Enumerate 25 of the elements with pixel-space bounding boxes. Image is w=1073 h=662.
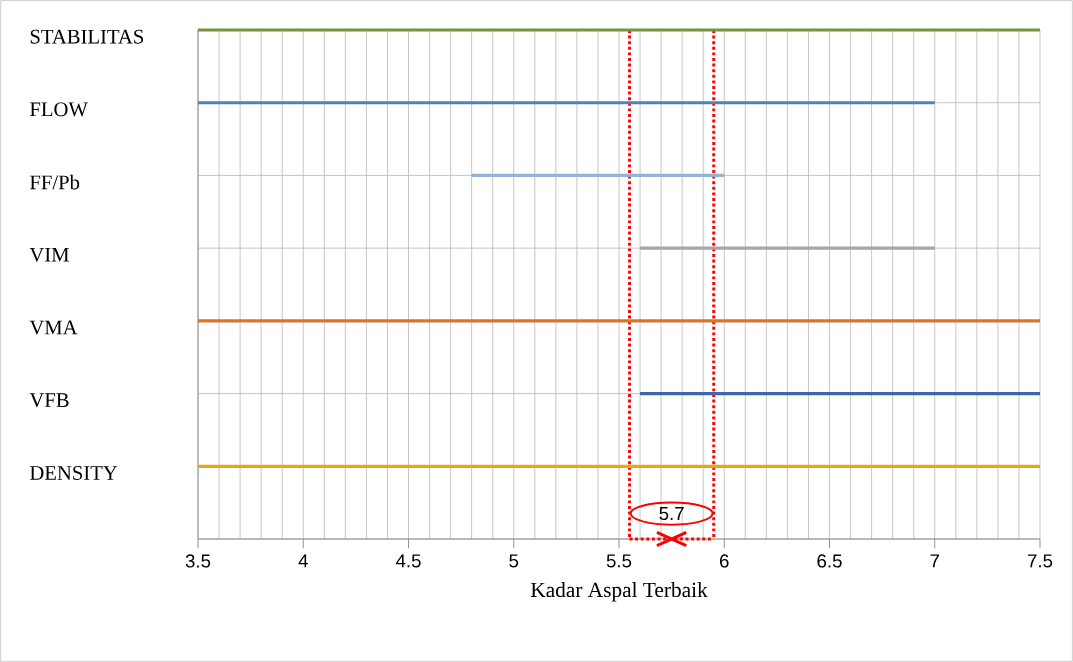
x-tick-label: 7.5 [1027,554,1053,568]
x-tick-label: 4.5 [395,554,421,568]
x-tick-label: 6.5 [817,554,842,568]
x-tick-label: 5 [509,554,519,568]
bar [471,173,725,178]
annotation: 5.7 [659,507,684,521]
x-tick-label: 7 [930,554,940,568]
y-tick-label: FF/Pb [29,174,80,190]
x-tick-label: 6 [720,554,729,568]
bar [640,246,935,250]
y-tick-label: FLOW [29,102,88,117]
x-axis-title: Kadar Aspal Terbaik [530,582,708,602]
bar [198,28,1040,32]
x-tick-label: 4 [298,554,308,568]
y-tick-label: VFB [29,393,69,408]
y-tick-label: VIM [29,247,69,262]
y-tick-label: DENSITY [29,466,118,480]
y-tick-label: VMA [29,320,78,335]
bar [198,464,1040,468]
bar [640,391,1040,396]
x-tick-label: 3.5 [185,554,211,568]
x-tick-label: 5.5 [606,554,632,568]
y-tick-label: STABILITAS [30,29,144,44]
bar [198,319,1040,323]
bar [198,101,935,105]
